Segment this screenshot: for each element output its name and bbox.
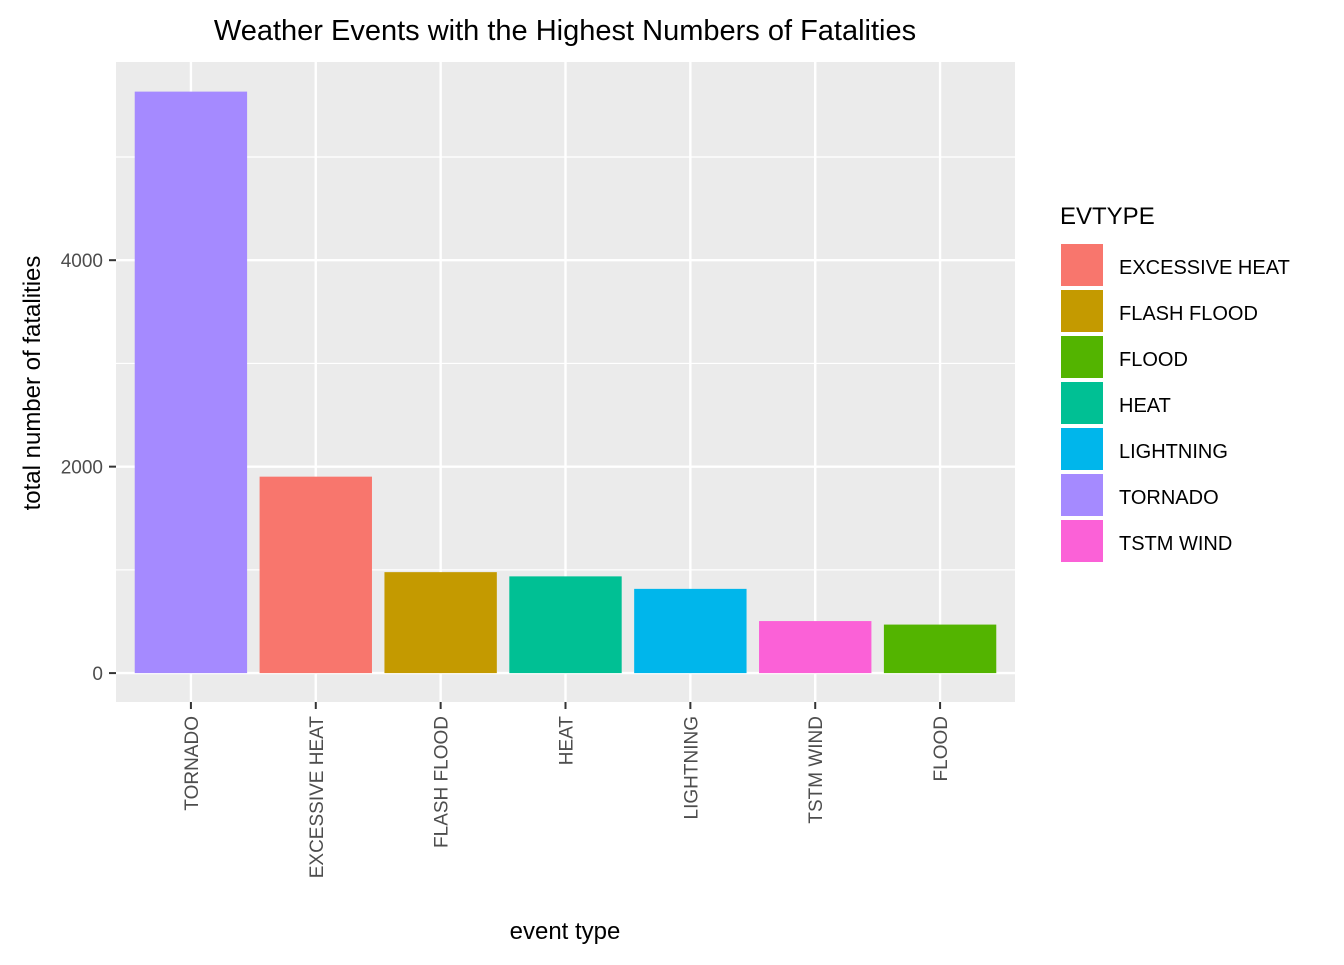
legend-label: HEAT <box>1119 395 1171 417</box>
legend-items: EXCESSIVE HEAT FLASH FLOOD FLOOD HEAT LIGHTN… <box>1061 244 1290 562</box>
bar-tornado <box>134 91 248 674</box>
bar-heat <box>509 576 622 674</box>
legend-label: EXCESSIVE HEAT <box>1119 257 1290 279</box>
x-tick-label: FLASH FLOOD <box>432 716 453 848</box>
y-axis: 0 2000 4000 <box>61 251 116 685</box>
bar-lightning <box>634 588 747 674</box>
legend-title: EVTYPE <box>1060 203 1155 230</box>
legend-swatch-flash-flood <box>1061 290 1103 332</box>
y-tick-label: 4000 <box>61 251 103 272</box>
bars <box>134 91 997 674</box>
legend-swatch-tornado <box>1061 474 1103 516</box>
x-axis: TORNADO EXCESSIVE HEAT FLASH FLOOD HEAT LIGH… <box>182 702 952 878</box>
x-tick-label: LIGHTNING <box>681 716 702 819</box>
x-tick-label: TSTM WIND <box>806 716 827 824</box>
legend-label: TSTM WIND <box>1119 533 1232 555</box>
x-tick-label: EXCESSIVE HEAT <box>307 716 328 879</box>
legend: EVTYPE EXCESSIVE HEAT FLASH FLOOD FLOOD HEA… <box>1060 203 1290 562</box>
legend-label: FLASH FLOOD <box>1119 303 1258 325</box>
legend-label: LIGHTNING <box>1119 441 1228 463</box>
legend-label: FLOOD <box>1119 349 1188 371</box>
x-tick-label: TORNADO <box>182 716 203 811</box>
legend-swatch-flood <box>1061 336 1103 378</box>
x-tick-label: HEAT <box>557 716 578 766</box>
legend-swatch-lightning <box>1061 428 1103 470</box>
bar-excessive-heat <box>259 476 372 674</box>
legend-swatch-heat <box>1061 382 1103 424</box>
legend-swatch-excessive-heat <box>1061 244 1103 286</box>
legend-label: TORNADO <box>1119 487 1219 509</box>
y-tick-label: 2000 <box>61 458 103 479</box>
y-tick-label: 0 <box>92 664 103 685</box>
bar-flood <box>883 624 997 674</box>
y-axis-title: total number of fatalities <box>19 256 46 511</box>
legend-swatch-tstm-wind <box>1061 520 1103 562</box>
x-tick-label: FLOOD <box>931 716 952 781</box>
bar-tstm-wind <box>759 621 872 674</box>
bar-flash-flood <box>384 572 497 674</box>
x-axis-title: event type <box>510 918 621 945</box>
chart-title: Weather Events with the Highest Numbers … <box>214 15 916 47</box>
